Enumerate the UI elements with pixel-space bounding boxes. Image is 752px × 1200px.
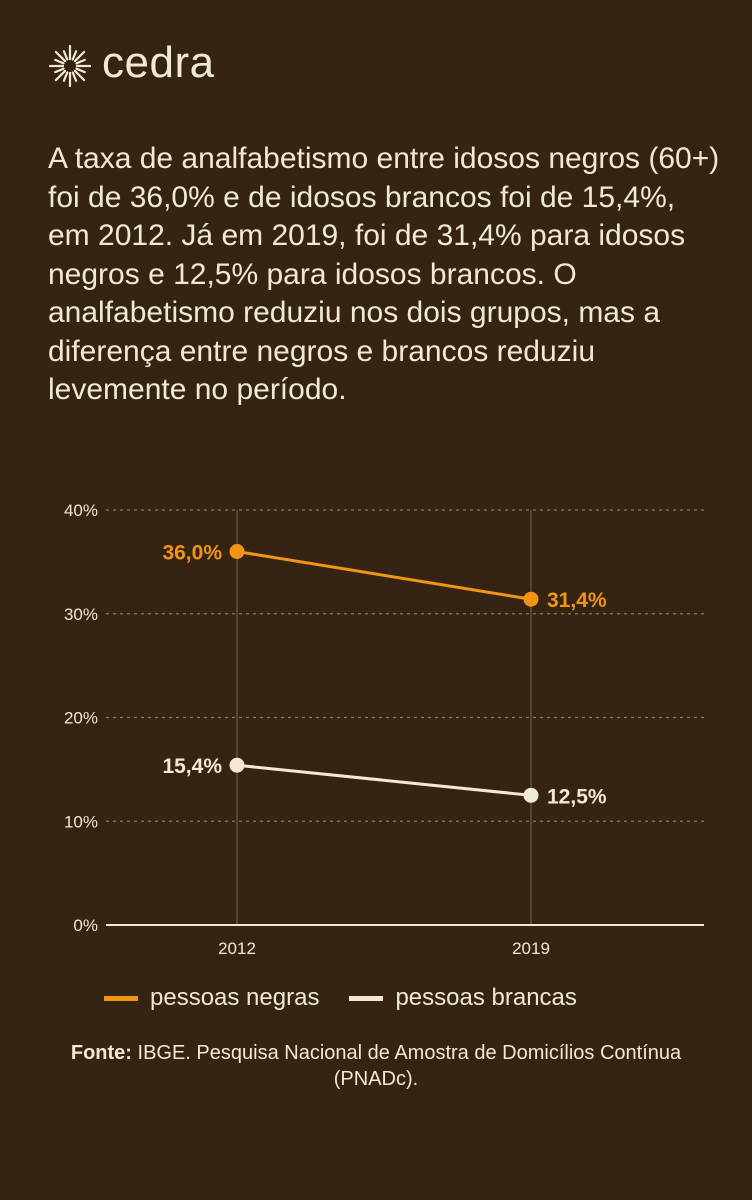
brand-logo: cedra	[48, 38, 215, 88]
point-brancas-2019	[523, 787, 539, 803]
source-text: IBGE. Pesquisa Nacional de Amostra de Do…	[137, 1042, 682, 1090]
intro-text: A taxa de analfabetismo entre idosos neg…	[48, 142, 720, 406]
point-brancas-2012	[229, 757, 245, 773]
legend-item-brancas: pessoas brancas	[349, 984, 577, 1012]
data-label-negras-2012: 36,0%	[162, 542, 222, 565]
source-note: Fonte: IBGE. Pesquisa Nacional de Amostr…	[60, 1040, 692, 1092]
x-tick-label: 2019	[512, 939, 550, 958]
data-label-brancas-2019: 12,5%	[547, 785, 607, 808]
legend-swatch-brancas	[349, 995, 384, 1001]
legend-label-negras: pessoas negras	[150, 984, 320, 1011]
y-tick-label: 0%	[73, 916, 98, 935]
sun-icon	[48, 44, 92, 88]
legend-item-negras: pessoas negras	[104, 984, 319, 1012]
series-line-negras	[236, 550, 532, 601]
source-label: Fonte:	[70, 1042, 132, 1064]
chart-legend: pessoas negras pessoas brancas	[104, 984, 577, 1012]
data-label-brancas-2012: 15,4%	[162, 755, 222, 778]
brand-name: cedra	[102, 38, 215, 87]
series-line-brancas	[236, 763, 532, 797]
legend-swatch-negras	[104, 995, 138, 1001]
x-tick-label: 2012	[218, 939, 256, 958]
y-tick-label: 20%	[64, 709, 98, 728]
point-negras-2019	[523, 591, 539, 607]
line-chart: 0% 10% 20% 30% 40% 2012 2019 36,0% 31,4% 15,4% 12,…	[64, 501, 704, 958]
y-tick-label: 40%	[64, 501, 98, 520]
data-label-negras-2019: 31,4%	[547, 589, 607, 612]
point-negras-2012	[229, 544, 245, 559]
legend-label-brancas: pessoas brancas	[395, 984, 577, 1011]
y-tick-label: 10%	[64, 812, 98, 831]
y-tick-label: 30%	[64, 605, 98, 624]
